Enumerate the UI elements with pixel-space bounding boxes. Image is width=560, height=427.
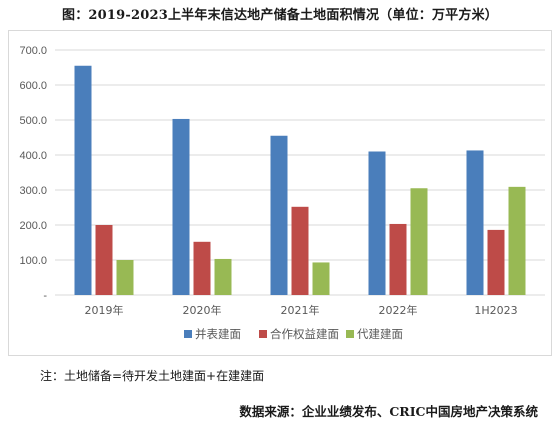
x-tick-label: 2022年	[379, 303, 418, 317]
bar-2	[291, 206, 309, 295]
legend-label: 代建建面	[357, 327, 403, 341]
bar-1	[172, 118, 190, 295]
bar-1	[466, 150, 484, 295]
footnote: 注：土地储备=待开发土地建面+在建建面	[40, 369, 265, 383]
legend-label: 并表建面	[195, 327, 241, 341]
data-source: 数据来源：企业业绩发布、CRIC中国房地产决策系统	[239, 404, 538, 419]
bar-3	[214, 258, 232, 295]
bar-1	[368, 151, 386, 295]
x-tick-label: 2021年	[281, 303, 320, 317]
bar-2	[487, 229, 505, 295]
bar-1	[270, 135, 288, 295]
legend-label: 合作权益建面	[270, 327, 339, 341]
y-tick-label: 100.0	[19, 255, 47, 267]
y-tick-label: 600.0	[19, 80, 47, 92]
bar-3	[312, 262, 330, 295]
x-tick-label: 2019年	[85, 303, 124, 317]
y-tick-label: 400.0	[19, 150, 47, 162]
x-tick-label: 2020年	[183, 303, 222, 317]
bar-2	[193, 241, 211, 295]
y-tick-label: -	[43, 290, 47, 302]
chart-title: 图：2019-2023上半年末信达地产储备土地面积情况（单位：万平方米）	[62, 8, 498, 23]
y-tick-label: 700.0	[19, 45, 47, 57]
bar-2	[95, 225, 113, 295]
bar-3	[508, 186, 526, 295]
legend-swatch	[259, 330, 267, 338]
y-tick-label: 300.0	[19, 185, 47, 197]
y-tick-label: 200.0	[19, 220, 47, 232]
bar-1	[74, 65, 92, 295]
x-tick-label: 1H2023	[474, 304, 517, 317]
bar-3	[410, 188, 428, 295]
legend-swatch	[184, 330, 192, 338]
bar-3	[116, 260, 134, 295]
bar-chart: - 100.0 200.0 300.0 400.0 500.0 600.0 700.0 2019…	[19, 45, 545, 341]
legend-swatch	[346, 330, 354, 338]
y-tick-label: 500.0	[19, 115, 47, 127]
bar-2	[389, 223, 407, 295]
